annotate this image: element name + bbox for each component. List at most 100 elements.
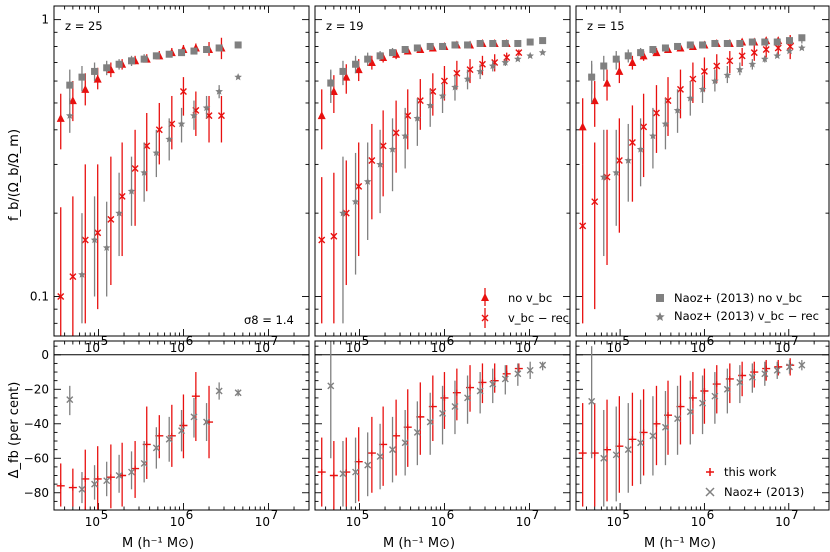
series xyxy=(66,382,242,504)
data-point-star xyxy=(152,148,161,157)
legend-marker-square xyxy=(656,294,664,302)
data-point-square xyxy=(723,39,731,47)
x-tick-label: 10 xyxy=(516,341,531,355)
data-point-x xyxy=(179,88,187,96)
data-point-star xyxy=(65,111,74,119)
data-point-square xyxy=(203,46,211,54)
y-tick-label: −40 xyxy=(24,417,49,431)
x-axis-title-right: M (h⁻¹ M⊙) xyxy=(644,536,716,551)
data-point-star xyxy=(538,48,547,56)
data-point-plus xyxy=(179,422,188,429)
x-tick-label: 10 xyxy=(346,341,361,355)
data-point-x xyxy=(178,427,186,435)
series xyxy=(579,36,794,324)
data-point-square xyxy=(600,62,608,70)
data-point-x xyxy=(489,380,497,388)
panel-label-z25: z = 25 xyxy=(65,19,103,33)
data-point-x xyxy=(91,480,99,488)
data-point-square xyxy=(66,81,74,89)
data-point-x xyxy=(674,415,682,423)
data-point-star xyxy=(661,119,670,128)
series xyxy=(326,48,547,324)
data-point-star xyxy=(773,51,782,60)
data-point-square xyxy=(115,60,123,68)
data-point-x xyxy=(118,192,126,200)
data-point-plus xyxy=(750,369,759,376)
data-point-x xyxy=(649,432,657,440)
data-point-star xyxy=(363,177,372,185)
data-point-triangle xyxy=(628,58,637,67)
x-axis-title-middle: M (h⁻¹ M⊙) xyxy=(383,536,455,551)
data-point-x xyxy=(762,46,770,53)
data-point-star xyxy=(234,73,242,81)
x-tick-label: 10 xyxy=(606,515,621,529)
data-point-x xyxy=(514,370,522,378)
data-point-triangle xyxy=(590,96,599,105)
data-point-plus xyxy=(56,482,65,489)
data-point-star xyxy=(501,58,510,66)
data-point-star xyxy=(115,209,123,217)
data-point-triangle xyxy=(603,78,612,87)
data-point-square xyxy=(736,39,744,47)
data-point-star xyxy=(90,235,99,244)
data-point-star xyxy=(401,131,409,140)
series xyxy=(327,341,547,507)
series xyxy=(318,49,523,324)
data-point-x xyxy=(426,418,434,426)
data-point-x xyxy=(368,156,376,164)
data-point-plus xyxy=(131,465,140,472)
data-group xyxy=(578,34,806,324)
x-tick-label: 10 xyxy=(431,515,446,529)
legend-label-this-work: this work xyxy=(724,465,777,479)
data-point-x xyxy=(612,451,620,459)
data-point-x xyxy=(69,273,77,281)
data-point-star xyxy=(526,51,534,60)
data-point-plus xyxy=(329,472,338,479)
legend-marker-star xyxy=(655,312,665,321)
data-point-square xyxy=(140,55,148,63)
y-tick-label: −60 xyxy=(24,451,49,465)
x-tick-label: 10 xyxy=(346,515,361,529)
data-point-x xyxy=(652,109,660,117)
data-point-square xyxy=(165,50,173,58)
data-point-square xyxy=(674,42,682,50)
data-point-square xyxy=(761,38,769,46)
data-point-x xyxy=(726,57,734,65)
data-point-x xyxy=(761,370,769,378)
data-point-x xyxy=(94,229,102,237)
data-point-x xyxy=(401,439,409,447)
data-point-square xyxy=(501,39,509,47)
x-tick-label: 10 xyxy=(170,341,185,355)
panel-frame xyxy=(314,5,571,337)
data-point-x xyxy=(736,378,744,386)
data-point-triangle xyxy=(317,111,326,120)
x-tick-label: 10 xyxy=(691,341,706,355)
x-tick-label-exponent: 6 xyxy=(707,508,715,522)
data-point-triangle xyxy=(81,84,90,93)
data-point-x xyxy=(217,112,225,120)
data-point-plus xyxy=(628,436,637,443)
panel-0: 10 5 10 6 10 70.11 xyxy=(30,5,310,355)
x-tick-label: 10 xyxy=(775,341,790,355)
data-point-star xyxy=(711,77,719,85)
data-point-x xyxy=(416,97,424,105)
data-point-x xyxy=(215,387,223,395)
data-point-square xyxy=(234,41,242,49)
data-point-square xyxy=(637,49,645,57)
x-tick-label-exponent: 5 xyxy=(622,508,630,522)
series xyxy=(56,372,214,510)
panel-frame xyxy=(53,5,310,337)
data-point-x xyxy=(640,123,648,131)
panel-label-z15: z = 15 xyxy=(587,19,625,33)
data-point-star xyxy=(376,160,384,168)
data-point-star xyxy=(140,168,148,176)
data-point-square xyxy=(798,34,806,42)
data-point-square xyxy=(389,49,397,57)
series xyxy=(588,34,806,103)
x-tick-label-exponent: 6 xyxy=(186,508,194,522)
data-point-plus xyxy=(712,381,721,388)
data-point-star xyxy=(326,77,335,85)
data-group xyxy=(578,346,806,507)
data-point-x xyxy=(203,418,211,426)
